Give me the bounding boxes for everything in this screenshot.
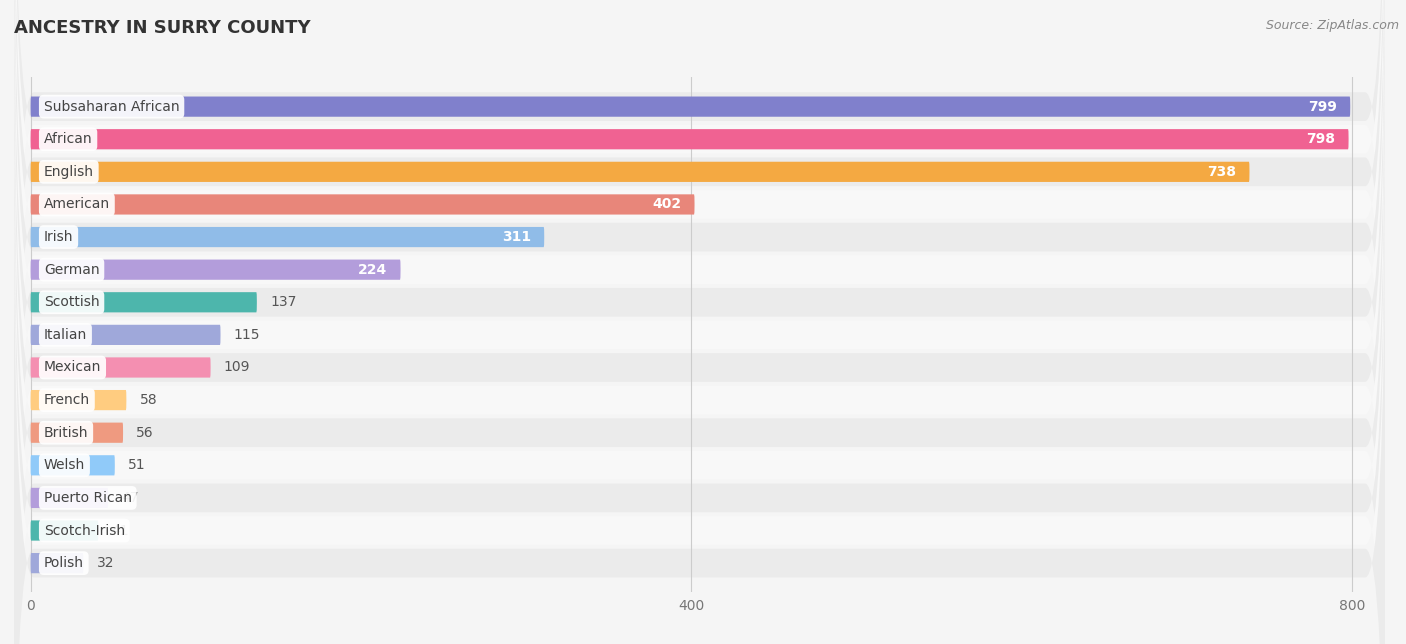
FancyBboxPatch shape (14, 0, 1385, 644)
FancyBboxPatch shape (31, 390, 127, 410)
FancyBboxPatch shape (14, 0, 1385, 516)
Text: English: English (44, 165, 94, 179)
FancyBboxPatch shape (31, 455, 115, 475)
Text: Polish: Polish (44, 556, 84, 570)
Text: 311: 311 (502, 230, 531, 244)
FancyBboxPatch shape (14, 0, 1385, 484)
FancyBboxPatch shape (31, 162, 1250, 182)
FancyBboxPatch shape (31, 520, 98, 540)
FancyBboxPatch shape (14, 121, 1385, 644)
Text: British: British (44, 426, 89, 440)
Text: Italian: Italian (44, 328, 87, 342)
FancyBboxPatch shape (14, 0, 1385, 644)
Text: 47: 47 (121, 491, 139, 505)
FancyBboxPatch shape (14, 186, 1385, 644)
Text: Subsaharan African: Subsaharan African (44, 100, 180, 113)
Text: 402: 402 (652, 198, 682, 211)
FancyBboxPatch shape (31, 488, 108, 508)
FancyBboxPatch shape (31, 227, 544, 247)
Text: Scotch-Irish: Scotch-Irish (44, 524, 125, 538)
Text: Irish: Irish (44, 230, 73, 244)
Text: American: American (44, 198, 110, 211)
FancyBboxPatch shape (14, 0, 1385, 549)
FancyBboxPatch shape (31, 129, 1348, 149)
Text: German: German (44, 263, 100, 277)
Text: Mexican: Mexican (44, 361, 101, 375)
Text: Source: ZipAtlas.com: Source: ZipAtlas.com (1265, 19, 1399, 32)
FancyBboxPatch shape (14, 23, 1385, 644)
FancyBboxPatch shape (14, 0, 1385, 582)
Text: 137: 137 (270, 295, 297, 309)
FancyBboxPatch shape (14, 0, 1385, 644)
FancyBboxPatch shape (14, 56, 1385, 644)
FancyBboxPatch shape (14, 0, 1385, 614)
FancyBboxPatch shape (31, 292, 257, 312)
Text: ANCESTRY IN SURRY COUNTY: ANCESTRY IN SURRY COUNTY (14, 19, 311, 37)
Text: French: French (44, 393, 90, 407)
FancyBboxPatch shape (31, 553, 83, 573)
FancyBboxPatch shape (14, 88, 1385, 644)
FancyBboxPatch shape (31, 422, 124, 443)
Text: 56: 56 (136, 426, 153, 440)
Text: 32: 32 (97, 556, 114, 570)
Text: 738: 738 (1208, 165, 1236, 179)
Text: African: African (44, 132, 93, 146)
FancyBboxPatch shape (31, 97, 1350, 117)
Text: 798: 798 (1306, 132, 1336, 146)
Text: Scottish: Scottish (44, 295, 100, 309)
Text: 799: 799 (1308, 100, 1337, 113)
Text: Welsh: Welsh (44, 459, 84, 472)
Text: 224: 224 (359, 263, 387, 277)
Text: 41: 41 (111, 524, 129, 538)
Text: 58: 58 (139, 393, 157, 407)
FancyBboxPatch shape (31, 194, 695, 214)
Text: Puerto Rican: Puerto Rican (44, 491, 132, 505)
Text: 109: 109 (224, 361, 250, 375)
FancyBboxPatch shape (31, 357, 211, 377)
Text: 51: 51 (128, 459, 146, 472)
FancyBboxPatch shape (14, 0, 1385, 644)
FancyBboxPatch shape (31, 260, 401, 279)
FancyBboxPatch shape (31, 325, 221, 345)
Text: 115: 115 (233, 328, 260, 342)
FancyBboxPatch shape (14, 153, 1385, 644)
